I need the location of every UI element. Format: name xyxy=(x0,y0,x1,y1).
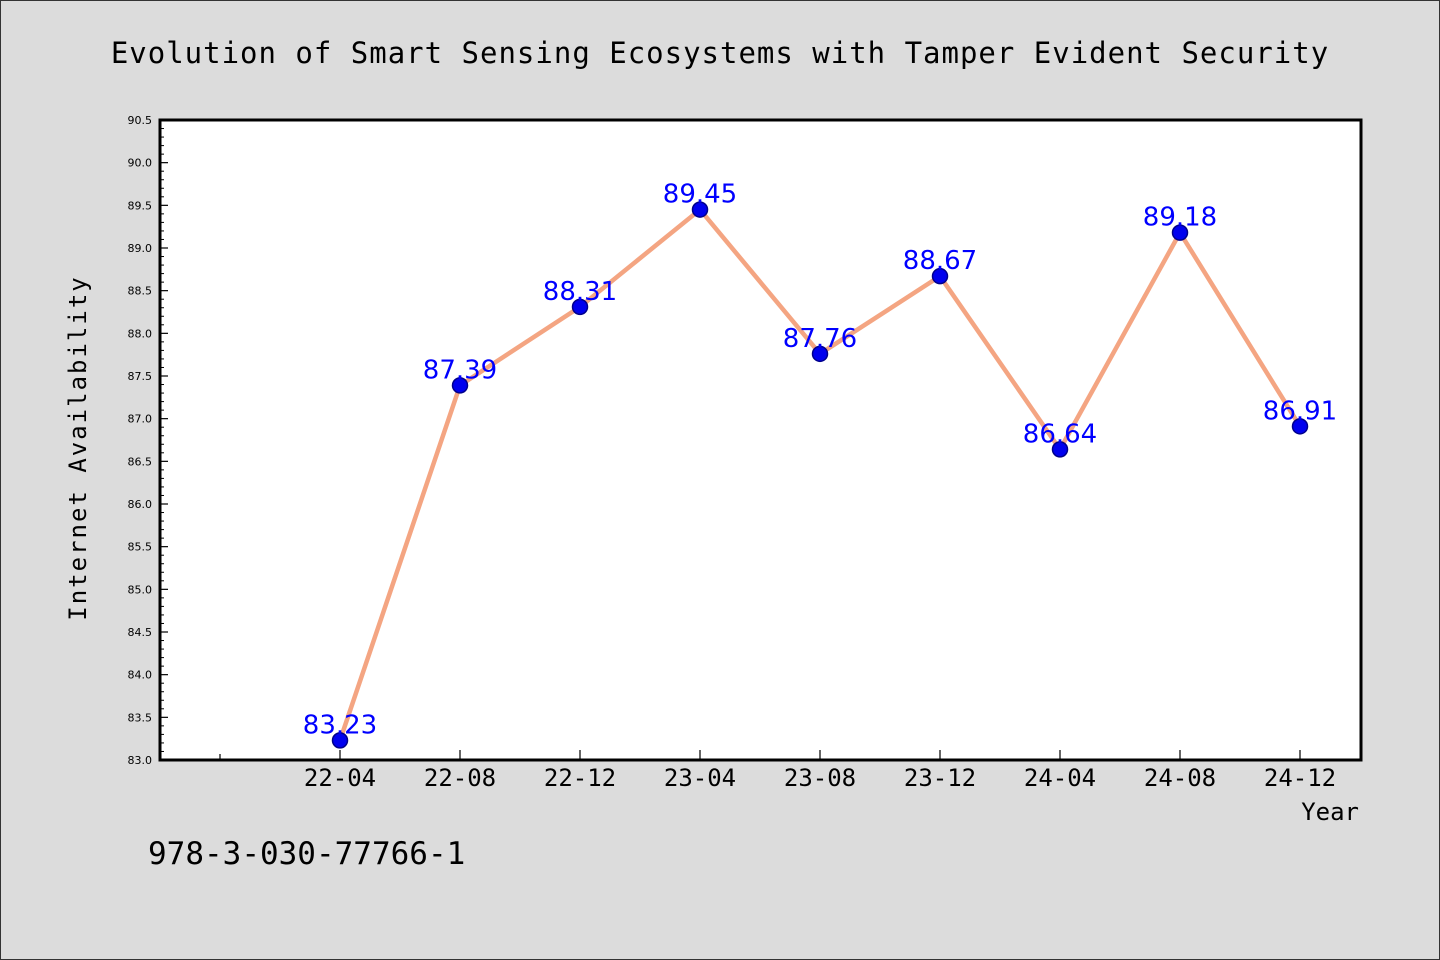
y-tick-label: 85.5 xyxy=(128,541,153,554)
y-tick-label: 86.0 xyxy=(128,498,153,511)
data-label: 88.31 xyxy=(543,277,617,307)
data-point xyxy=(1291,418,1309,435)
y-tick-label: 89.0 xyxy=(128,242,153,255)
y-tick-label: 85.0 xyxy=(128,583,153,596)
data-label: 88.67 xyxy=(903,246,977,276)
y-tick-label: 90.5 xyxy=(128,114,153,127)
x-axis: 22-04 22-08 22-12 23-04 23-08 23-12 24-04 24-08… xyxy=(219,750,1336,792)
data-point xyxy=(571,298,589,316)
data-label: 86.91 xyxy=(1263,396,1337,426)
x-tick-label: 22-12 xyxy=(544,764,616,792)
data-point xyxy=(331,732,349,749)
data-point xyxy=(691,201,709,218)
data-label: 83.23 xyxy=(303,710,377,740)
y-tick-label: 87.5 xyxy=(128,370,153,383)
y-tick-label: 88.5 xyxy=(128,285,153,298)
data-label: 86.64 xyxy=(1023,419,1097,449)
data-label: 89.18 xyxy=(1143,203,1217,233)
plot-area xyxy=(158,118,1363,762)
data-label: 89.45 xyxy=(663,180,737,210)
data-label: 87.76 xyxy=(783,324,857,354)
x-tick-label: 24-12 xyxy=(1264,764,1336,792)
y-tick-label: 90.0 xyxy=(128,157,153,170)
x-tick-label: 23-08 xyxy=(784,764,856,792)
y-tick-label: 87.0 xyxy=(128,413,153,426)
y-axis-label: Internet Availability xyxy=(64,275,92,620)
data-point xyxy=(451,377,469,394)
y-tick-label: 86.5 xyxy=(128,455,153,468)
y-tick-label: 83.5 xyxy=(128,711,153,724)
y-axis: 83.0 83.5 84.0 84.5 85.0 85.5 86.0 86.5 87.0 87.5… xyxy=(128,114,168,767)
chart-title: Evolution of Smart Sensing Ecosystems wi… xyxy=(111,36,1329,70)
y-tick-label: 83.0 xyxy=(128,754,153,767)
y-tick-label: 89.5 xyxy=(128,199,153,212)
x-tick-label: 22-04 xyxy=(304,764,376,792)
x-tick-label: 23-12 xyxy=(904,764,976,792)
y-tick-label: 84.0 xyxy=(128,669,153,682)
isbn-text: 978-3-030-77766-1 xyxy=(148,836,465,872)
data-point xyxy=(931,267,949,285)
data-point xyxy=(1051,441,1069,458)
data-label: 87.39 xyxy=(423,355,497,385)
x-tick-label: 24-04 xyxy=(1024,764,1096,792)
y-tick-label: 84.5 xyxy=(128,626,153,639)
x-tick-label: 22-08 xyxy=(424,764,496,792)
x-tick-label: 23-04 xyxy=(664,764,736,792)
x-axis-label: Year xyxy=(1301,798,1359,826)
y-tick-label: 88.0 xyxy=(128,327,153,340)
data-point xyxy=(1171,224,1189,241)
x-tick-label: 24-08 xyxy=(1144,764,1216,792)
data-labels: 83.23 87.39 88.31 89.45 87.76 88.67 86.64 89.18… xyxy=(303,180,1337,741)
data-point xyxy=(811,345,829,363)
series-markers xyxy=(331,201,1309,749)
